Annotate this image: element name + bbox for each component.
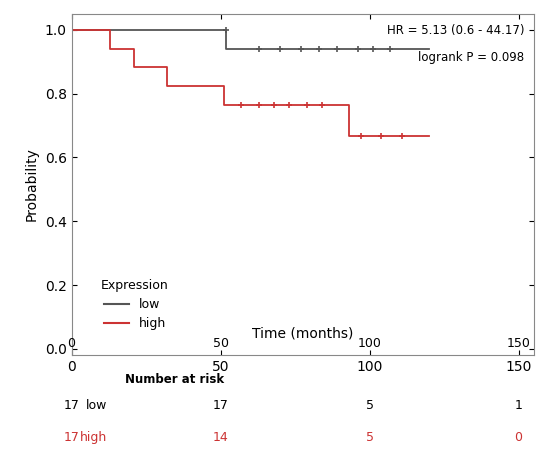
Text: Time (months): Time (months) <box>252 327 353 340</box>
Text: 0: 0 <box>515 432 522 444</box>
Text: 5: 5 <box>366 432 373 444</box>
Text: 14: 14 <box>213 432 228 444</box>
Text: 100: 100 <box>358 337 382 350</box>
Text: 5: 5 <box>366 399 373 412</box>
Text: 17: 17 <box>213 399 228 412</box>
Text: 0: 0 <box>68 337 75 350</box>
Text: 150: 150 <box>507 337 531 350</box>
Text: low: low <box>86 399 107 412</box>
Y-axis label: Probability: Probability <box>25 147 39 221</box>
Text: 1: 1 <box>515 399 522 412</box>
Text: 17: 17 <box>64 432 79 444</box>
Text: high: high <box>80 432 107 444</box>
Text: HR = 5.13 (0.6 - 44.17): HR = 5.13 (0.6 - 44.17) <box>387 24 524 37</box>
Legend: low, high: low, high <box>96 274 174 335</box>
Text: Number at risk: Number at risk <box>125 373 224 386</box>
Text: 17: 17 <box>64 399 79 412</box>
Text: 50: 50 <box>212 337 229 350</box>
Text: logrank P = 0.098: logrank P = 0.098 <box>418 51 524 64</box>
